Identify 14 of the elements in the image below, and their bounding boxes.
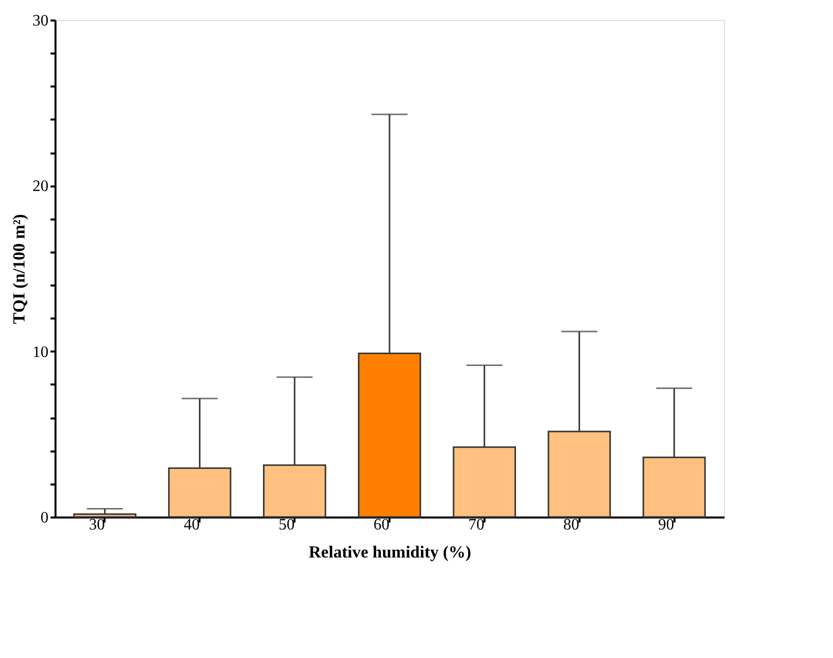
x-tick-label: 30 (88, 516, 105, 534)
x-tick-label: 80 (563, 516, 580, 534)
y-axis-title: TQI (n/100 m²) (10, 214, 28, 324)
x-tick-label: 60 (374, 516, 390, 534)
x-tick-label: 70 (468, 516, 484, 534)
x-tick-label: 50 (278, 516, 295, 534)
y-tick-label: 20 (32, 178, 48, 196)
bar (73, 513, 136, 518)
x-axis-title: Relative humidity (%) (308, 542, 472, 562)
y-tick-label: 10 (32, 344, 48, 361)
x-tick-label: 90 (658, 516, 674, 534)
y-tick-label: 0 (40, 510, 48, 526)
x-tick-label: 40 (184, 516, 200, 534)
y-tick-label: 30 (32, 12, 48, 30)
